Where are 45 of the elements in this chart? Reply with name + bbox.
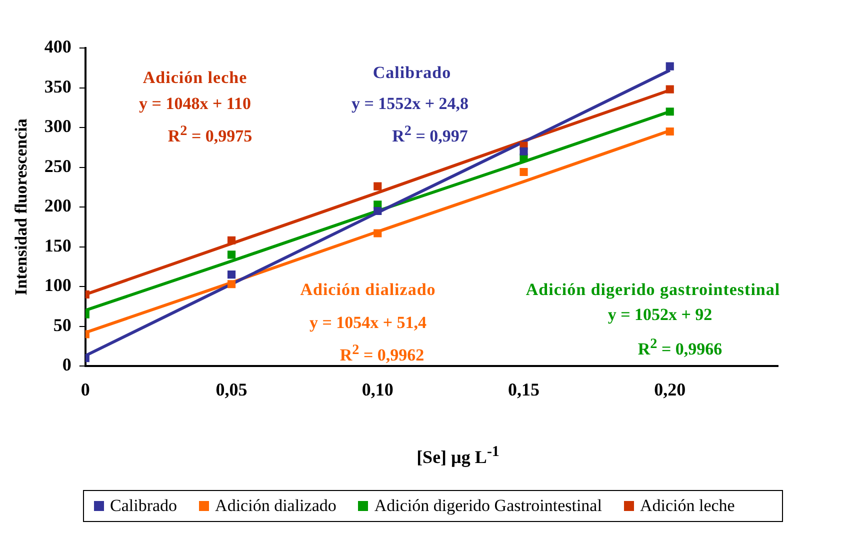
annotation: Adición digerido gastrointestinal <box>526 280 780 300</box>
point <box>520 168 528 176</box>
x-tick-label: 0,10 <box>362 379 394 400</box>
point <box>374 229 382 238</box>
point <box>227 236 236 244</box>
legend-label: Calibrado <box>109 496 178 516</box>
point <box>666 85 674 94</box>
y-tick-label: 100 <box>44 275 72 296</box>
annotation: y = 1054x + 51,4 <box>309 313 427 333</box>
y-tick-label: 350 <box>44 76 72 96</box>
point <box>227 280 236 288</box>
point <box>374 182 382 190</box>
point <box>227 250 236 259</box>
y-tick-label: 150 <box>44 235 72 256</box>
x-tick-label: 0,15 <box>508 379 540 400</box>
y-tick-label: 300 <box>44 116 72 136</box>
annotation: R$^{2}$ = 0,997 <box>392 123 468 147</box>
annotation: y = 1552x + 24,8 <box>351 94 469 114</box>
y-tick-label: 200 <box>44 196 72 216</box>
annotation: Adición leche <box>142 68 248 88</box>
point <box>666 108 674 116</box>
y-tick-label: 250 <box>44 156 72 176</box>
y-axis-title: Intensidad fluorescencia <box>12 118 31 296</box>
annotation: R$^{2}$ = 0,9975 <box>168 123 252 147</box>
annotation: Adición dializado <box>300 280 436 300</box>
annotation: y = 1052x + 92 <box>608 305 712 325</box>
y-tick-label: 400 <box>44 36 72 57</box>
y-tick-label: 50 <box>53 314 72 335</box>
legend-label: Adición digerido Gastrointestinal <box>373 496 602 516</box>
legend-label: Adición dializado <box>214 496 336 516</box>
x-axis-title: [Se] µg L$^{-1}$ <box>416 444 500 468</box>
point <box>666 127 674 136</box>
x-tick-label: 0 <box>80 379 90 400</box>
point <box>374 206 382 216</box>
point <box>666 62 674 70</box>
point <box>227 270 236 279</box>
x-tick-label: 0,20 <box>654 379 686 400</box>
annotation: Calibrado <box>372 63 452 83</box>
x-tick-label: 0,05 <box>216 379 248 400</box>
legend-label: Adición leche <box>638 496 735 516</box>
annotation: R$^{2}$ = 0,9962 <box>340 342 424 366</box>
point <box>520 147 528 156</box>
annotation: y = 1048x + 110 <box>139 94 251 114</box>
annotation: R$^{2}$ = 0,9966 <box>638 336 722 360</box>
y-tick-label: 0 <box>62 354 72 375</box>
